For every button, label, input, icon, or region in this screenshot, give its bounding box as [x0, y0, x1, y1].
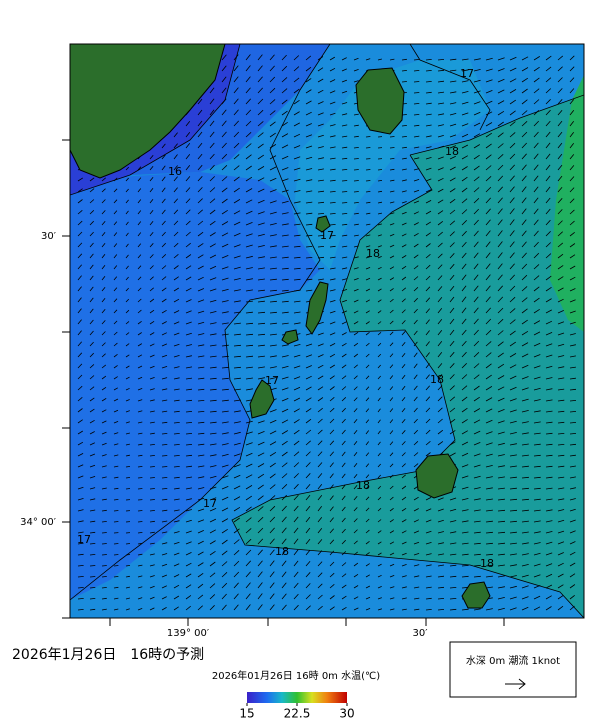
legend-label: 水深 0m 潮流 1knot [466, 654, 560, 667]
contour-label: 18 [356, 479, 370, 492]
colorbar-tick-label: 30 [339, 707, 354, 721]
contour-label: 18 [366, 247, 380, 260]
legend-box [449, 641, 577, 698]
contour-label: 18 [430, 373, 444, 386]
lat-label: 34° 00′ [20, 517, 57, 528]
contour-line [409, 44, 491, 131]
map-frame [69, 43, 585, 619]
contour-label: 17 [203, 497, 217, 510]
contour-label: 17 [320, 229, 334, 242]
island [461, 581, 491, 609]
sea-cold [70, 172, 320, 600]
lon-label: 139° 00′ [167, 628, 210, 639]
colorbar-tick-label: 15 [239, 707, 254, 721]
contour-label: 18 [445, 145, 459, 158]
contour-line [70, 44, 241, 196]
colorbar-tick-label: 22.5 [284, 707, 311, 721]
sea-front [380, 360, 440, 440]
legend-arrow [505, 678, 526, 690]
lat-label: 30′ [41, 231, 57, 242]
contour-line [70, 44, 331, 601]
sea-cold-band [130, 44, 330, 175]
island [355, 67, 405, 135]
lon-label: 30′ [413, 628, 429, 639]
contour-label: 16 [168, 165, 182, 178]
island [249, 379, 275, 419]
map-area: 17 16 18 17 18 18 17 18 17 18 17 18 [70, 44, 584, 618]
contour-label: 17 [265, 374, 279, 387]
sea-warm [232, 95, 584, 618]
sea-warmest [550, 75, 584, 332]
contour-label: 18 [275, 545, 289, 558]
sea-mid [295, 60, 490, 270]
page-title: 2026年1月26日 16時の予測 [12, 647, 204, 663]
contour-label: 17 [460, 67, 474, 80]
island [415, 453, 459, 499]
island [281, 329, 299, 345]
land [70, 44, 226, 179]
colorbar [247, 692, 347, 703]
contour-label: 18 [480, 557, 494, 570]
colorbar-title: 2026年01月26日 16時 0m 水温(℃) [212, 669, 380, 682]
contour-label: 17 [77, 533, 91, 546]
island [315, 215, 331, 233]
island [305, 281, 329, 335]
